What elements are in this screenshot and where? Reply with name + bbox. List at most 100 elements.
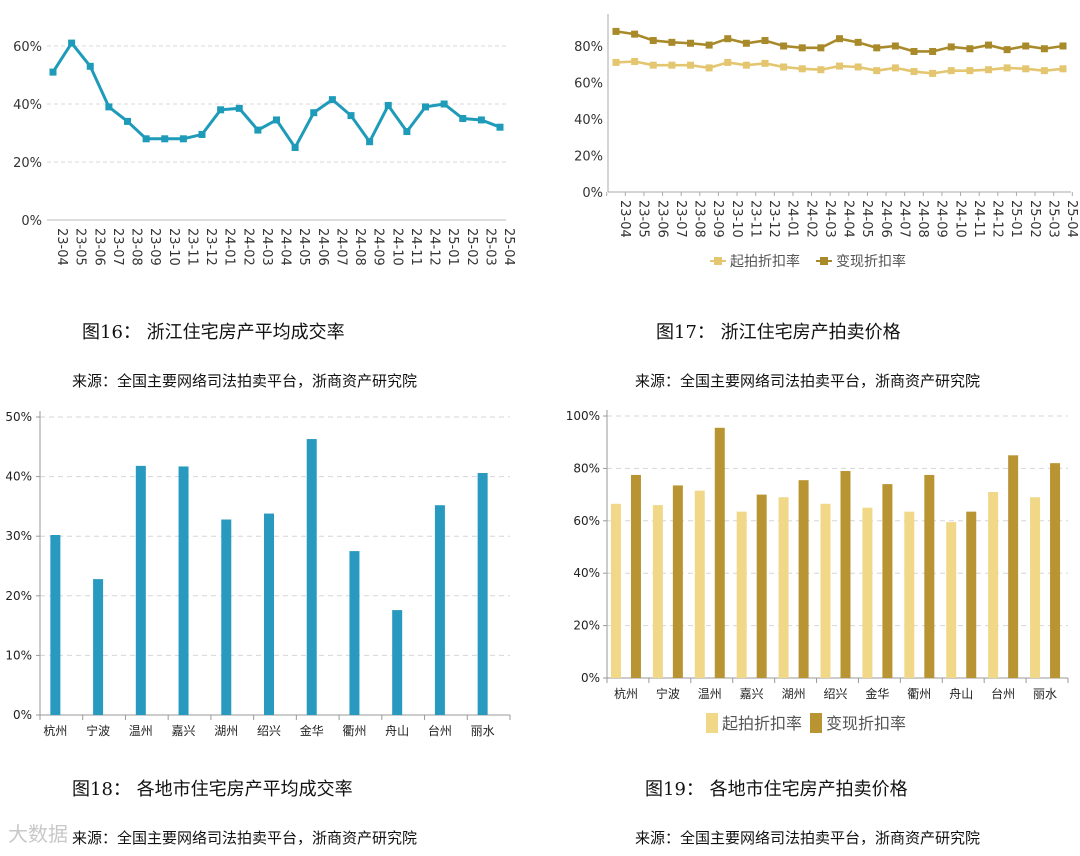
x-tick-label: 24-10 — [389, 228, 404, 266]
bar-0 — [93, 579, 104, 715]
category-label: 丽水 — [1033, 687, 1057, 701]
x-tick-label: 24-03 — [259, 228, 274, 266]
figure-18-source: 来源：全国主要网络司法拍卖平台，浙商资产研究院 — [72, 829, 418, 847]
x-tick-label: 23-11 — [747, 200, 762, 238]
figure-17-source: 来源：全国主要网络司法拍卖平台，浙商资产研究院 — [635, 372, 981, 390]
x-tick-label: 24-07 — [333, 228, 348, 266]
watermark: 大数据 — [8, 822, 68, 846]
bar-0 — [694, 490, 705, 678]
x-tick-label: 24-09 — [934, 200, 949, 238]
data-point-0 — [124, 117, 131, 125]
x-tick-label: 24-03 — [822, 200, 837, 238]
category-label: 湖州 — [782, 686, 806, 701]
x-tick-label: 24-07 — [896, 200, 911, 238]
category-label: 宁波 — [86, 723, 110, 738]
x-tick-label: 23-09 — [147, 228, 162, 266]
bar-0 — [477, 473, 488, 715]
category-label: 杭州 — [614, 686, 638, 701]
category-label: 舟山 — [385, 724, 409, 738]
bar-0 — [862, 507, 873, 678]
x-tick-label: 25-03 — [1045, 200, 1060, 238]
y-tick-label: 0% — [13, 708, 32, 722]
bar-0 — [306, 439, 317, 715]
bar-0 — [135, 465, 146, 715]
y-tick-label: 60% — [13, 40, 42, 55]
y-tick-label: 0% — [582, 186, 603, 201]
data-point-0 — [929, 69, 937, 77]
data-point-0 — [403, 128, 411, 136]
data-point-0 — [1059, 65, 1067, 73]
category-label: 衢州 — [342, 724, 366, 738]
y-tick-label: 80% — [573, 461, 600, 475]
category-label: 绍兴 — [823, 687, 847, 701]
category-label: 丽水 — [471, 724, 495, 738]
data-point-0 — [910, 68, 918, 76]
y-tick-label: 100% — [566, 409, 600, 423]
y-tick-label: 20% — [573, 619, 600, 633]
data-point-0 — [366, 138, 374, 146]
bar-1 — [756, 494, 767, 678]
legend-label: 起拍折扣率 — [722, 714, 802, 733]
data-point-1 — [761, 37, 769, 45]
category-label: 金华 — [300, 723, 324, 738]
x-tick-label: 23-04 — [617, 200, 632, 238]
data-point-1 — [873, 44, 881, 52]
data-point-1 — [1059, 42, 1067, 50]
x-tick-label: 23-06 — [654, 200, 669, 238]
data-point-0 — [384, 101, 392, 109]
data-point-0 — [179, 135, 187, 143]
y-tick-label: 40% — [573, 566, 600, 580]
x-tick-label: 24-05 — [296, 228, 311, 266]
bar-0 — [904, 511, 915, 678]
x-tick-label: 23-05 — [636, 200, 651, 238]
data-point-0 — [496, 123, 504, 131]
legend-label: 变现折扣率 — [826, 714, 906, 733]
x-tick-label: 25-03 — [482, 228, 497, 266]
bar-1 — [798, 480, 809, 678]
data-point-0 — [742, 61, 750, 69]
data-point-0 — [254, 126, 262, 134]
bar-1 — [840, 471, 851, 678]
data-point-1 — [966, 45, 974, 53]
data-point-0 — [273, 116, 280, 124]
x-tick-label: 23-11 — [184, 228, 199, 266]
data-point-0 — [477, 116, 485, 124]
x-tick-label: 25-01 — [1008, 200, 1023, 238]
y-tick-label: 20% — [574, 150, 603, 165]
x-tick-label: 25-04 — [501, 228, 516, 266]
bar-1 — [882, 484, 893, 678]
y-tick-label: 20% — [13, 156, 42, 171]
category-label: 金华 — [865, 686, 889, 701]
data-point-0 — [780, 63, 788, 71]
data-point-0 — [347, 112, 355, 120]
data-point-1 — [631, 30, 639, 38]
y-tick-label: 30% — [5, 529, 32, 543]
category-label: 台州 — [991, 686, 1015, 701]
data-point-0 — [310, 109, 318, 117]
x-tick-label: 25-02 — [1027, 200, 1042, 238]
x-tick-label: 25-02 — [464, 228, 479, 266]
x-tick-label: 23-10 — [729, 200, 744, 238]
x-tick-label: 23-04 — [54, 228, 69, 266]
category-label: 湖州 — [214, 723, 238, 738]
category-label: 杭州 — [43, 723, 67, 738]
x-tick-label: 24-06 — [315, 228, 330, 266]
bar-1 — [1050, 463, 1061, 678]
data-point-0 — [161, 135, 169, 143]
x-tick-label: 25-01 — [445, 228, 460, 266]
data-point-0 — [668, 61, 676, 69]
data-point-0 — [1022, 65, 1030, 73]
data-point-1 — [687, 39, 694, 47]
bar-0 — [392, 610, 403, 715]
x-tick-label: 23-09 — [710, 200, 725, 238]
data-point-1 — [668, 38, 676, 46]
data-point-0 — [891, 64, 899, 72]
data-point-0 — [328, 96, 336, 104]
y-tick-label: 40% — [5, 470, 32, 484]
x-tick-label: 24-08 — [915, 200, 930, 238]
x-tick-label: 24-01 — [222, 228, 237, 266]
y-tick-label: 80% — [574, 40, 603, 55]
x-tick-label: 24-10 — [952, 200, 967, 238]
bar-0 — [946, 522, 957, 678]
